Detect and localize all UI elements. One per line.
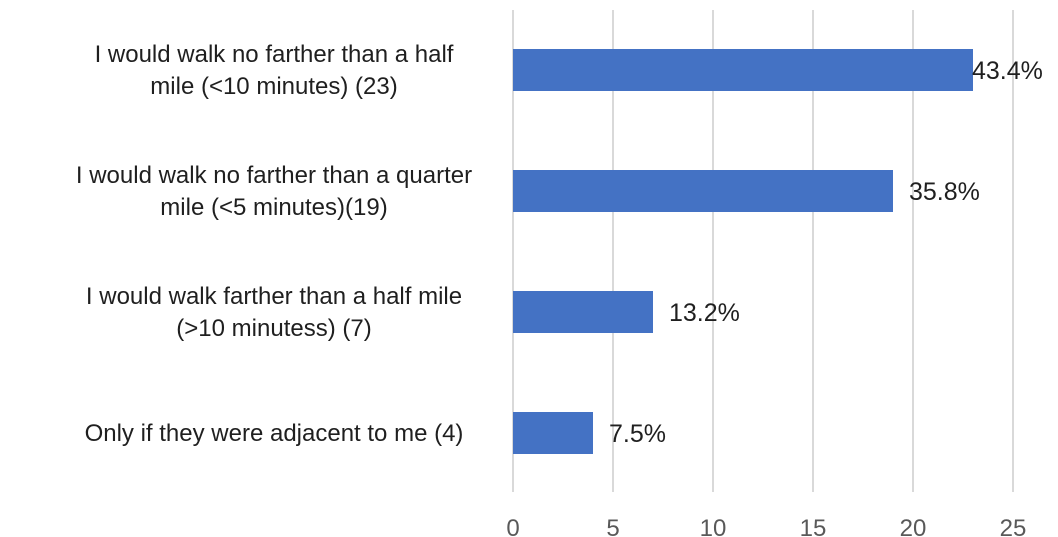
category-label: mile (<5 minutes)(19) [160,194,387,221]
data-label: 7.5% [609,420,666,448]
x-axis-ticks: 0 5 10 15 20 25 [506,515,1026,537]
data-labels: 43.4% 35.8% 13.2% 7.5% [609,57,1043,448]
x-tick-label: 15 [800,515,827,537]
x-tick-label: 20 [900,515,927,537]
category-labels: I would walk no farther than a half mile … [76,41,472,447]
x-tick-label: 10 [700,515,727,537]
data-label: 13.2% [669,299,740,327]
data-label: 43.4% [972,57,1043,85]
bar [513,49,973,91]
category-label: I would walk no farther than a quarter [76,162,472,189]
bars [513,49,973,454]
x-tick-label: 0 [506,515,519,537]
x-tick-label: 25 [1000,515,1027,537]
category-label: I would walk farther than a half mile [86,283,462,310]
bar [513,170,893,212]
bar [513,412,593,454]
x-tick-label: 5 [606,515,619,537]
data-label: 35.8% [909,178,980,206]
category-label: I would walk no farther than a half [95,41,454,68]
category-label: Only if they were adjacent to me (4) [85,420,464,447]
bar [513,291,653,333]
category-label: (>10 minutess) (7) [176,315,371,342]
category-label: mile (<10 minutes) (23) [150,73,397,100]
